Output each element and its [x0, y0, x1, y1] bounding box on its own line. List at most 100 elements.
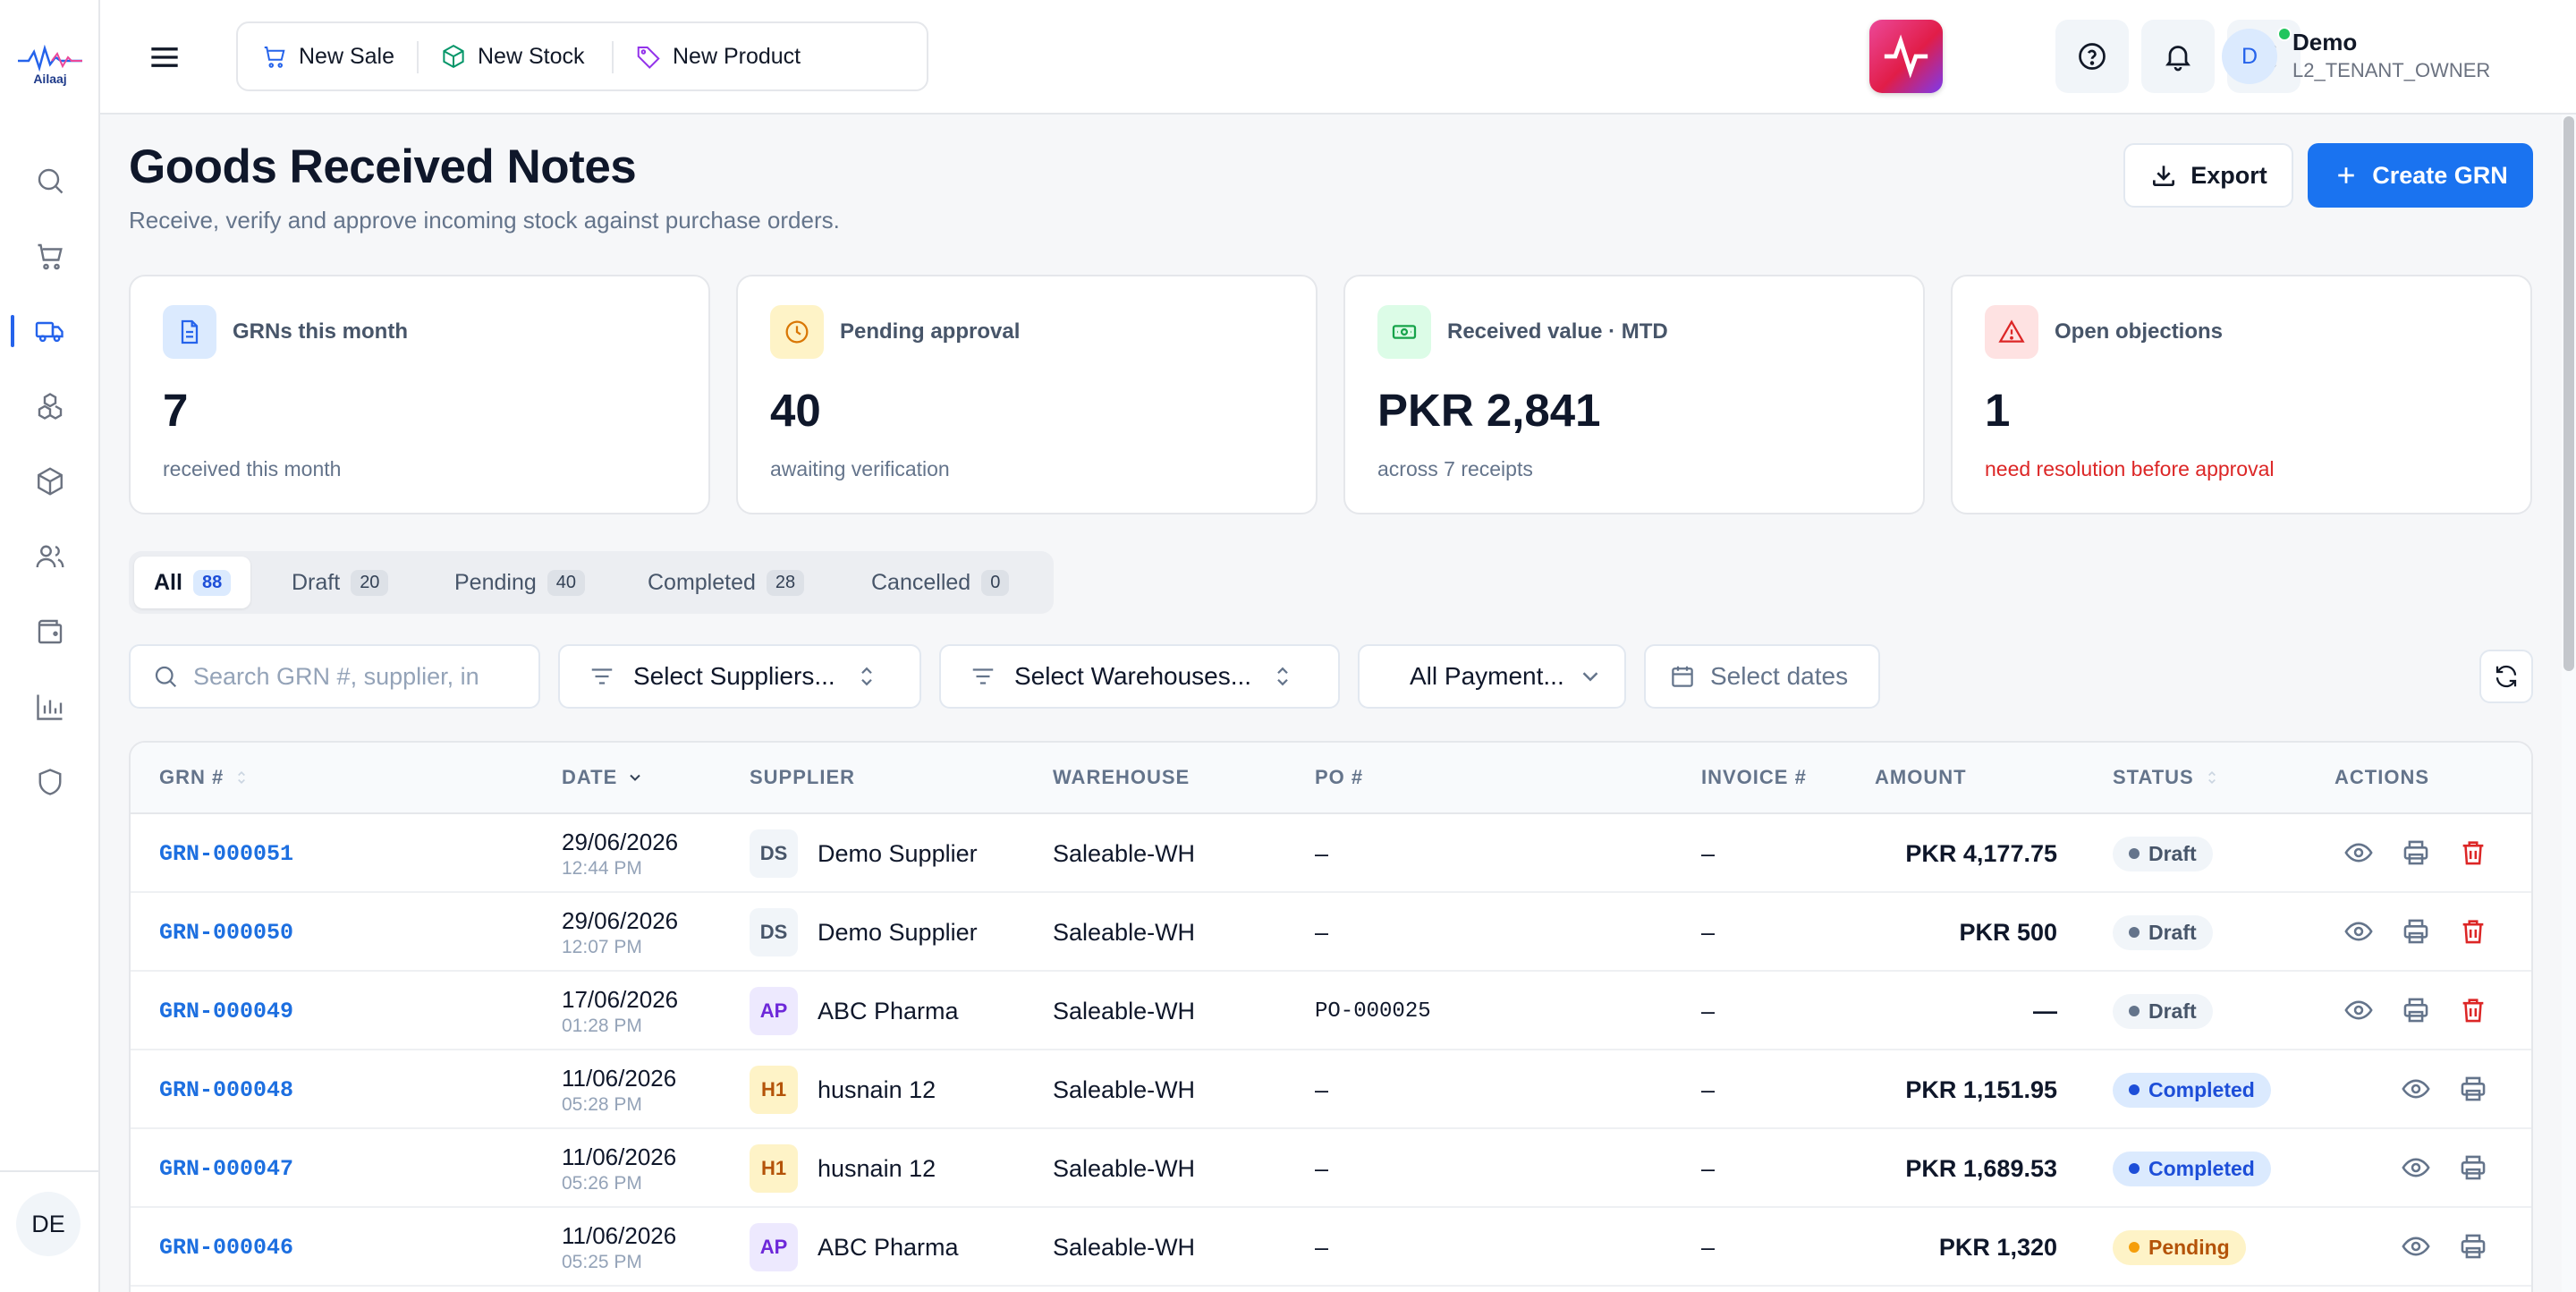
- help-icon: [2055, 40, 2129, 72]
- date-range-picker[interactable]: Select dates: [1644, 644, 1880, 709]
- supplier-name: husnain 12: [818, 1154, 936, 1182]
- view-eye-icon[interactable]: [2401, 1152, 2433, 1185]
- invoice-number: –: [1701, 839, 1716, 867]
- warehouse-name: Saleable-WH: [1053, 1154, 1196, 1182]
- nav-cart-icon[interactable]: [30, 236, 70, 276]
- print-icon[interactable]: [2458, 1152, 2490, 1185]
- new-product-label: New Product: [673, 43, 801, 69]
- sort-icon: [2203, 769, 2221, 786]
- tab-all[interactable]: All 88: [134, 557, 251, 608]
- grn-amount: PKR 1,689.53: [1905, 1154, 2057, 1182]
- print-icon[interactable]: [2401, 916, 2433, 948]
- stat-note: received this month: [163, 457, 342, 480]
- column-label: DATE: [562, 766, 618, 788]
- grn-time: 05:26 PM: [562, 1172, 642, 1194]
- nav-search-icon[interactable]: [30, 161, 70, 200]
- delete-trash-icon[interactable]: [2458, 837, 2490, 870]
- payment-filter[interactable]: All Payment...: [1358, 644, 1626, 709]
- print-icon[interactable]: [2458, 1231, 2490, 1263]
- supplier-initials-badge: H1: [750, 1066, 798, 1114]
- notifications-button[interactable]: [2141, 20, 2215, 93]
- warehouse-filter[interactable]: Select Warehouses...: [939, 644, 1340, 709]
- tab-label: Draft: [292, 569, 341, 595]
- status-dot: [2129, 848, 2140, 859]
- view-eye-icon[interactable]: [2401, 1231, 2433, 1263]
- view-eye-icon[interactable]: [2343, 837, 2376, 870]
- supplier-name: ABC Pharma: [818, 997, 959, 1024]
- nav-chart-icon[interactable]: [30, 687, 70, 727]
- table-row[interactable]: GRN-000051 29/06/2026 12:44 PM DS Demo Suppl…: [131, 814, 2531, 893]
- grn-time: 12:44 PM: [562, 857, 642, 879]
- grn-time: 05:28 PM: [562, 1093, 642, 1115]
- nav-boxes-icon[interactable]: [30, 387, 70, 426]
- tab-draft[interactable]: Draft 20: [272, 557, 408, 608]
- print-icon[interactable]: [2458, 1074, 2490, 1106]
- warning-icon: [1985, 305, 2038, 359]
- grn-date: 11/06/2026: [562, 1143, 677, 1170]
- supplier-initials-badge: DS: [750, 829, 798, 878]
- supplier-filter[interactable]: Select Suppliers...: [558, 644, 921, 709]
- column-actions: ACTIONS: [2334, 766, 2429, 789]
- refresh-button[interactable]: [2479, 650, 2533, 703]
- grn-number-link[interactable]: GRN-000050: [159, 919, 294, 946]
- column-date[interactable]: DATE: [562, 766, 644, 789]
- grn-number-link[interactable]: GRN-000046: [159, 1234, 294, 1261]
- user-name[interactable]: Demo: [2292, 29, 2358, 55]
- delete-trash-icon[interactable]: [2458, 916, 2490, 948]
- grn-number-link[interactable]: GRN-000051: [159, 840, 294, 867]
- create-grn-button[interactable]: Create GRN: [2308, 143, 2533, 208]
- tab-completed[interactable]: Completed 28: [628, 557, 824, 608]
- print-icon[interactable]: [2401, 837, 2433, 870]
- chevron-updown-icon: [853, 663, 880, 690]
- help-button[interactable]: [2055, 20, 2129, 93]
- po-number: –: [1315, 1233, 1329, 1261]
- column-status[interactable]: STATUS: [2113, 766, 2221, 789]
- table-row[interactable]: GRN-000049 17/06/2026 01:28 PM AP ABC Pharma…: [131, 972, 2531, 1050]
- table-row[interactable]: GRN-000050 29/06/2026 12:07 PM DS Demo Suppl…: [131, 893, 2531, 972]
- tab-label: All: [154, 569, 182, 595]
- page-title: Goods Received Notes: [129, 140, 637, 193]
- cash-icon: [1377, 305, 1431, 359]
- column-supplier: SUPPLIER: [750, 766, 855, 789]
- new-sale-button[interactable]: New Sale: [261, 23, 394, 89]
- search-input[interactable]: [193, 662, 524, 691]
- new-product-button[interactable]: New Product: [635, 23, 801, 89]
- column-grn[interactable]: GRN #: [159, 766, 250, 789]
- export-button[interactable]: Export: [2123, 143, 2293, 208]
- nav-truck-icon[interactable]: [30, 311, 70, 351]
- nav-package-icon[interactable]: [30, 462, 70, 501]
- nav-shield-icon[interactable]: [30, 762, 70, 802]
- table-row[interactable]: GRN-000048 11/06/2026 05:28 PM H1 husnain 12…: [131, 1050, 2531, 1129]
- menu-icon[interactable]: [145, 38, 184, 77]
- table-row[interactable]: GRN-000047 11/06/2026 05:26 PM H1 husnain 12…: [131, 1129, 2531, 1208]
- print-icon[interactable]: [2401, 995, 2433, 1027]
- view-eye-icon[interactable]: [2401, 1074, 2433, 1106]
- search-field[interactable]: [129, 644, 540, 709]
- tab-pending[interactable]: Pending 40: [435, 557, 605, 608]
- supplier-initials-badge: AP: [750, 1223, 798, 1271]
- scrollbar-thumb[interactable]: [2563, 116, 2574, 671]
- clock-icon: [770, 305, 824, 359]
- nav-users-icon[interactable]: [30, 537, 70, 576]
- invoice-number: –: [1701, 997, 1716, 1024]
- nav-wallet-icon[interactable]: [30, 612, 70, 651]
- grn-number-link[interactable]: GRN-000049: [159, 998, 294, 1024]
- grn-number-link[interactable]: GRN-000047: [159, 1155, 294, 1182]
- status-badge: Draft: [2113, 836, 2213, 871]
- grn-amount: PKR 1,320: [1938, 1233, 2057, 1261]
- column-po: PO #: [1315, 766, 1363, 789]
- sidebar-avatar[interactable]: DE: [16, 1192, 80, 1256]
- table-row[interactable]: GRN-000046 11/06/2026 05:25 PM AP ABC Pharma…: [131, 1208, 2531, 1287]
- app-logo[interactable]: Ailaaj: [16, 45, 84, 88]
- grn-number-link[interactable]: GRN-000048: [159, 1076, 294, 1103]
- user-avatar[interactable]: D: [2222, 29, 2277, 84]
- view-eye-icon[interactable]: [2343, 916, 2376, 948]
- status-dot: [2129, 1084, 2140, 1095]
- activity-pulse-button[interactable]: [1869, 20, 1943, 93]
- view-eye-icon[interactable]: [2343, 995, 2376, 1027]
- tab-cancelled[interactable]: Cancelled 0: [852, 557, 1029, 608]
- supplier-initials-badge: H1: [750, 1144, 798, 1193]
- delete-trash-icon[interactable]: [2458, 995, 2490, 1027]
- new-stock-button[interactable]: New Stock: [440, 23, 584, 89]
- export-label: Export: [2190, 161, 2267, 189]
